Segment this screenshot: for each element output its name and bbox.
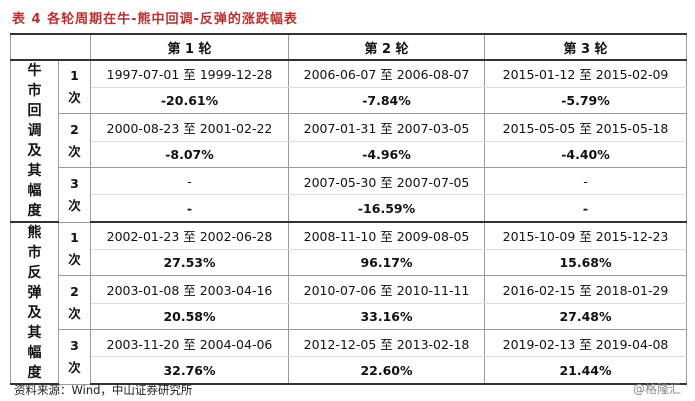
period-cell: 2003-01-08 至 2003-04-16 [90,275,289,304]
column-header: 第 1 轮 [90,33,289,61]
source-note: 资料来源：Wind，中山证券研究所 [14,383,193,397]
column-header: 第 2 轮 [288,33,485,61]
round-label: 2次 [58,113,91,169]
header-row: 第 1 轮第 2 轮第 3 轮 [10,33,687,61]
period-row: 熊市反弹及其幅度 1次 2002-01-23 至 2002-06-28 2008-11… [10,221,687,385]
change-cell: - [484,194,687,224]
round-label: 1次 [58,221,91,277]
period-cell: 2016-02-15 至 2018-01-29 [484,275,687,304]
round-label: 3次 [58,329,91,385]
period-cell: 2015-10-09 至 2015-12-23 [484,221,687,250]
round-label: 2次 [58,275,91,331]
change-cell: -20.61% [90,86,289,115]
change-cell: -4.96% [288,140,485,169]
table-head: 第 1 轮第 2 轮第 3 轮 [10,33,687,61]
change-cell: 32.76% [90,356,289,386]
period-cell: 2007-05-30 至 2007-07-05 [288,167,485,196]
period-cell: 2015-01-12 至 2015-02-09 [484,59,687,88]
period-cell: 2012-12-05 至 2013-02-18 [288,329,485,358]
change-cell: 33.16% [288,302,485,331]
change-cell: 21.44% [484,356,687,386]
period-cell: 2010-07-06 至 2010-11-11 [288,275,485,304]
column-header: 第 3 轮 [484,33,687,61]
change-cell: 27.48% [484,302,687,331]
change-row: -20.61% -7.84% -5.79% [11,86,687,115]
period-cell: - [90,167,289,196]
change-cell: 15.68% [484,248,687,277]
period-cell: 2002-01-23 至 2002-06-28 [90,221,289,250]
change-cell: -8.07% [90,140,289,169]
change-cell: -5.79% [484,86,687,115]
group-label: 牛市回调及其幅度 [10,59,59,223]
period-cell: 2003-11-20 至 2004-04-06 [90,329,289,358]
period-cell: 2008-11-10 至 2009-08-05 [288,221,485,250]
table-title: 表 4 各轮周期在牛-熊中回调-反弹的涨跌幅表 [12,12,298,27]
group-label: 熊市反弹及其幅度 [10,221,59,385]
change-cell: -7.84% [288,86,485,115]
change-row: 27.53% 96.17% 15.68% [11,248,687,277]
period-cell: 2000-08-23 至 2001-02-22 [90,113,289,142]
period-cell: - [484,167,687,196]
round-label: 3次 [58,167,91,223]
period-cell: 2007-01-31 至 2007-03-05 [288,113,485,142]
change-cell: - [90,194,289,224]
period-row: 2次 2003-01-08 至 2003-04-16 2010-07-06 至 20… [11,275,687,331]
change-cell: 96.17% [288,248,485,277]
round-label: 1次 [58,59,91,115]
data-table: 第 1 轮第 2 轮第 3 轮 牛市回调及其幅度 1次 1997-07-01 至 1… [10,33,687,386]
change-row: - -16.59% - [11,194,687,224]
corner-cell [10,33,91,61]
change-cell: 20.58% [90,302,289,331]
period-cell: 1997-07-01 至 1999-12-28 [90,59,289,88]
period-row: 2次 2000-08-23 至 2001-02-22 2007-01-31 至 20… [11,113,687,169]
change-cell: 22.60% [288,356,485,386]
change-row: 32.76% 22.60% 21.44% [11,356,687,386]
change-row: 20.58% 33.16% 27.48% [11,302,687,331]
period-cell: 2006-06-07 至 2006-08-07 [288,59,485,88]
table-body: 牛市回调及其幅度 1次 1997-07-01 至 1999-12-28 2006-06… [10,59,687,386]
change-row: -8.07% -4.96% -4.40% [11,140,687,169]
change-cell: 27.53% [90,248,289,277]
period-row: 3次 2003-11-20 至 2004-04-06 2012-12-05 至 20… [11,329,687,385]
period-cell: 2015-05-05 至 2015-05-18 [484,113,687,142]
period-row: 牛市回调及其幅度 1次 1997-07-01 至 1999-12-28 2006-06… [10,59,687,223]
period-cell: 2019-02-13 至 2019-04-08 [484,329,687,358]
period-row: 3次 -2007-05-30 至 2007-07-05- [11,167,687,223]
change-cell: -4.40% [484,140,687,169]
change-cell: -16.59% [288,194,485,224]
watermark: @格隆汇 [632,382,681,396]
